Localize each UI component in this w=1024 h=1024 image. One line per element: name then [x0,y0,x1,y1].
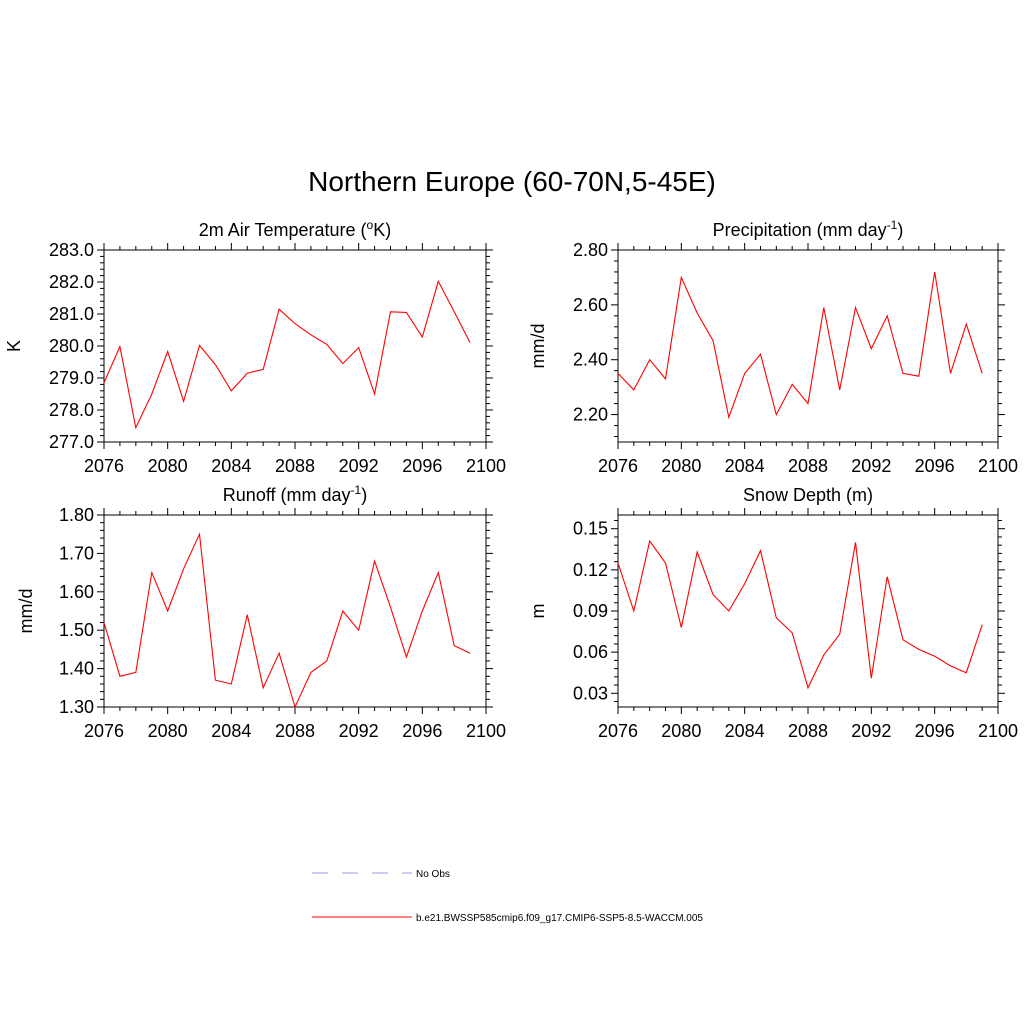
x-tick-label: 2092 [851,721,891,741]
plot-frame [103,249,487,443]
panel-title-text-end: ) [361,485,367,505]
plot-frame [103,514,487,708]
x-tick-label: 2096 [915,721,955,741]
figure-title: Northern Europe (60-70N,5-45E) [308,166,716,197]
y-tick-label: 279.0 [49,368,94,388]
y-axis-label: m [528,604,548,619]
x-tick-label: 2092 [339,721,379,741]
legend: No Obs b.e21.BWSSP585cmip6.f09_g17.CMIP6… [312,869,703,924]
y-tick-label: 1.50 [59,620,94,640]
y-tick-label: 1.70 [59,543,94,563]
y-tick-label: 282.0 [49,272,94,292]
series-line-precip [617,271,983,420]
chart-temp: 2076 2080 2084 2088 2092 2096 2100 277.0 278.0 27… [4,218,506,476]
x-tick-label: 2096 [402,721,442,741]
y-axis-label: mm/d [528,324,548,369]
panel-title: Snow Depth (m) [743,485,873,505]
y-tick-label: 1.60 [59,582,94,602]
x-tick-label: 2080 [148,721,188,741]
x-tick-label: 2076 [84,721,124,741]
series-line-snow [617,539,983,690]
y-axis-label: mm/d [16,589,36,634]
x-tick-label: 2088 [275,456,315,476]
y-tick-label: 0.15 [573,519,608,539]
panel-title-text: Runoff (mm day [223,485,351,505]
plot-frame [617,514,999,708]
x-tick-label: 2084 [725,721,765,741]
y-tick-label: 2.40 [573,350,608,370]
panel-title-superscript: -1 [351,483,362,497]
legend-label-model: b.e21.BWSSP585cmip6.f09_g17.CMIP6-SSP5-8… [416,913,703,924]
legend-label-no-obs: No Obs [416,869,450,880]
y-axis-label: K [4,340,24,352]
y-tick-label: 281.0 [49,304,94,324]
x-tick-label: 2076 [84,456,124,476]
y-tick-label: 2.20 [573,405,608,425]
y-tick-label: 2.80 [573,240,608,260]
panel-title-text-end: K) [373,220,391,240]
y-tick-label: 0.12 [573,560,608,580]
x-tick-label: 2080 [148,456,188,476]
chart-panels: 2076 2080 2084 2088 2092 2096 2100 277.0 278.0 27… [4,218,1018,741]
y-tick-label: 278.0 [49,400,94,420]
x-tick-label: 2084 [211,721,251,741]
x-tick-label: 2092 [851,456,891,476]
y-tick-label: 0.09 [573,601,608,621]
panel-title-superscript: o [367,218,374,232]
y-tick-label: 1.80 [59,505,94,525]
x-tick-label: 2096 [402,456,442,476]
chart-snow: 2076 2080 2084 2088 2092 2096 2100 0.03 0.06 0.09… [528,485,1018,741]
y-tick-label: 2.60 [573,295,608,315]
x-tick-label: 2084 [211,456,251,476]
x-tick-label: 2092 [339,456,379,476]
series-line-temp [103,279,471,430]
chart-runoff: 2076 2080 2084 2088 2092 2096 2100 1.30 1.40 1.50… [16,483,506,741]
panel-title-text: Precipitation (mm day [713,220,887,240]
x-tick-label: 2080 [661,456,701,476]
x-tick-label: 2088 [788,721,828,741]
y-tick-label: 0.03 [573,683,608,703]
panel-title: Runoff (mm day-1) [223,483,367,505]
x-tick-label: 2100 [466,721,506,741]
x-tick-label: 2084 [725,456,765,476]
x-tick-label: 2076 [598,721,638,741]
x-tick-label: 2100 [466,456,506,476]
y-tick-label: 280.0 [49,336,94,356]
series-line-runoff [103,532,471,709]
chart-precip: 2076 2080 2084 2088 2092 2096 2100 2.20 2.40 2.60… [528,218,1018,476]
y-tick-label: 277.0 [49,432,94,452]
panel-title-superscript: -1 [887,218,898,232]
x-tick-label: 2076 [598,456,638,476]
x-tick-label: 2088 [275,721,315,741]
panel-title: 2m Air Temperature (oK) [199,218,391,240]
y-tick-label: 0.06 [573,642,608,662]
panel-title-text-end: ) [897,220,903,240]
y-tick-label: 283.0 [49,240,94,260]
plot-frame [617,249,999,443]
x-tick-label: 2080 [661,721,701,741]
x-tick-label: 2088 [788,456,828,476]
x-tick-label: 2100 [978,456,1018,476]
x-tick-label: 2100 [978,721,1018,741]
x-tick-label: 2096 [915,456,955,476]
panel-title-text: 2m Air Temperature ( [199,220,367,240]
panel-title: Precipitation (mm day-1) [713,218,904,240]
y-tick-label: 1.40 [59,659,94,679]
panel-title-text: Snow Depth (m) [743,485,873,505]
y-tick-label: 1.30 [59,697,94,717]
